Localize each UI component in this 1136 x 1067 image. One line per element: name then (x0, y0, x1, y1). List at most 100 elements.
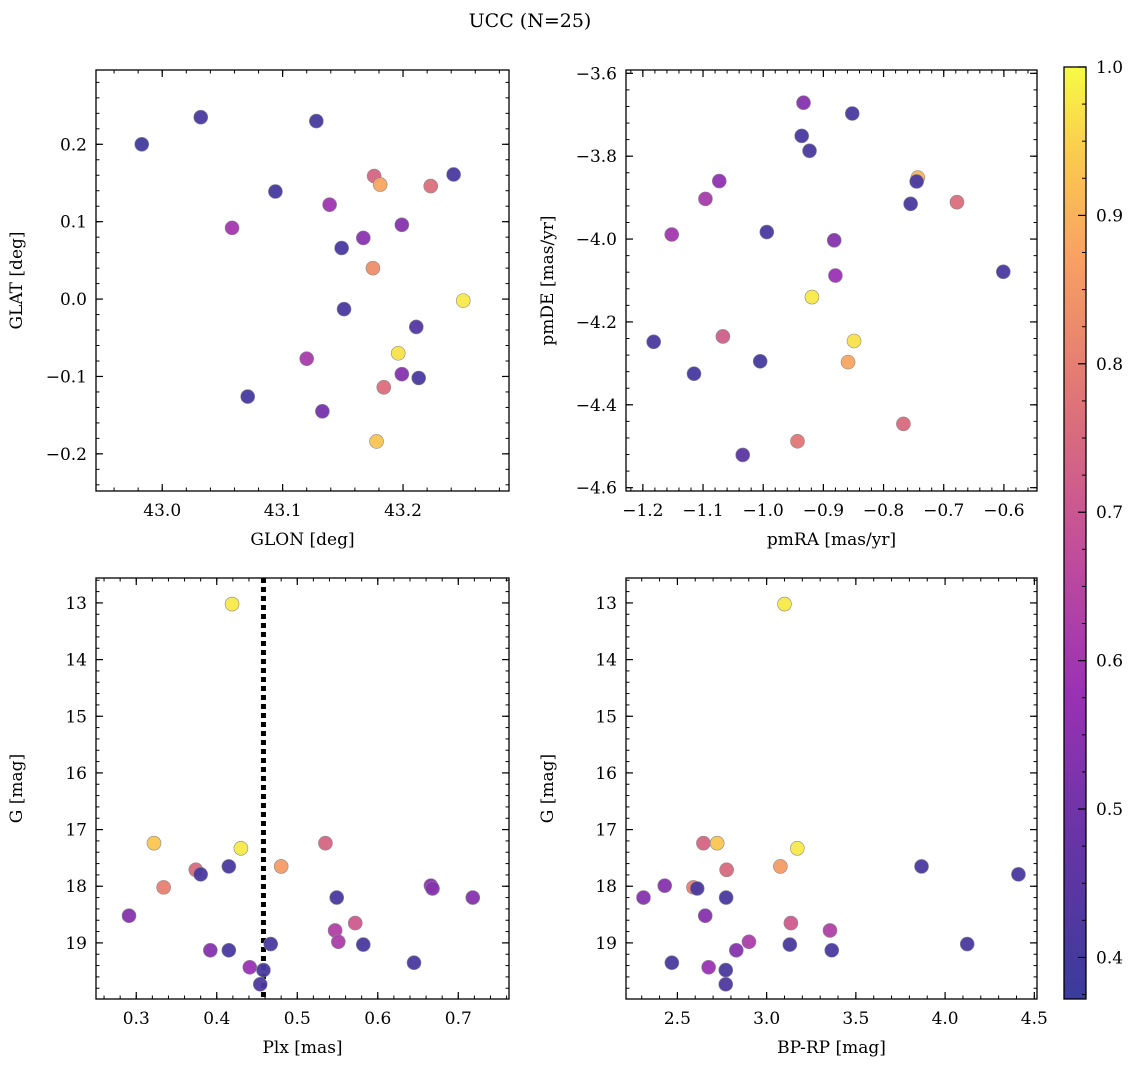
data-point (657, 878, 673, 893)
data-point (356, 230, 371, 246)
plot-frame (95, 69, 510, 492)
data-point (741, 934, 757, 950)
x-tick-label: −1.1 (682, 501, 723, 521)
data-point (406, 955, 422, 971)
y-tick-label: 0.0 (60, 290, 87, 310)
data-point (233, 840, 249, 856)
data-point (322, 197, 337, 212)
x-tick-label: 0.3 (123, 1009, 150, 1029)
y-axis-label: pmDE [mas/yr] (538, 215, 558, 345)
data-point (711, 173, 727, 189)
plot-frame (625, 69, 1038, 492)
y-tick-label: 14 (65, 651, 87, 671)
data-point (315, 403, 330, 419)
plot-frame (95, 577, 510, 1000)
data-point (411, 370, 426, 386)
y-tick-label: 17 (65, 821, 87, 841)
colorbar-tick-label: 1.0 (1096, 58, 1123, 78)
data-point (146, 835, 162, 851)
data-point (336, 301, 352, 317)
data-point (701, 959, 716, 975)
colorbar-gradient (1063, 66, 1087, 1000)
data-point (718, 890, 734, 905)
x-tick-label: 43.2 (384, 501, 422, 521)
data-point (263, 936, 278, 952)
data-point (718, 962, 734, 978)
x-tick-label: −0.7 (923, 501, 964, 521)
y-axis-label: G [mag] (7, 754, 27, 823)
data-point (686, 366, 702, 382)
data-point (824, 942, 840, 958)
data-point (156, 880, 171, 895)
data-point (949, 194, 965, 210)
y-tick-label: 19 (595, 934, 617, 954)
data-point (369, 434, 384, 449)
data-point (390, 345, 406, 361)
data-point (773, 859, 788, 874)
x-tick-label: −0.8 (863, 501, 904, 521)
data-point (698, 191, 713, 207)
panel-glon-glat: 43.0 43.1 43.2 −0.2 −0.1 0.0 0.1 0.2 GLON [deg] G… (7, 69, 510, 550)
data-point (826, 233, 842, 248)
y-tick-label: −0.2 (46, 445, 87, 465)
x-tick-label: 4.0 (932, 1009, 959, 1029)
data-point (822, 923, 838, 938)
x-tick-label: −1.0 (743, 501, 784, 521)
data-point (728, 942, 744, 958)
data-point (909, 174, 924, 189)
panel-pmra-pmde: −1.2 −1.1 −1.0 −0.9 −0.8 −0.7 −0.6 −4.6 −4.4 −4.2… (538, 64, 1038, 550)
x-tick-label: 3.5 (842, 1009, 869, 1029)
x-tick-label: 0.6 (364, 1009, 391, 1029)
data-point (846, 333, 862, 349)
data-point (802, 143, 817, 159)
x-tick-label: −0.9 (803, 501, 844, 521)
data-point (646, 334, 661, 350)
data-point (408, 319, 424, 335)
y-tick-label: −4.2 (576, 313, 617, 333)
x-tick-label: 43.0 (143, 501, 181, 521)
data-point (309, 113, 324, 129)
data-point (242, 959, 258, 975)
data-point (347, 915, 363, 931)
y-tick-label: 0.2 (60, 135, 87, 155)
data-point (752, 354, 768, 369)
data-point (735, 447, 751, 463)
y-axis-label: G [mag] (538, 754, 558, 823)
y-tick-label: −4.0 (576, 230, 617, 250)
y-tick-label: 17 (595, 821, 617, 841)
data-point (718, 976, 734, 992)
data-point (423, 178, 439, 194)
x-tick-label: 2.5 (664, 1009, 691, 1029)
x-tick-label: 0.4 (203, 1009, 230, 1029)
y-tick-label: −3.6 (576, 64, 617, 84)
data-point (256, 962, 271, 978)
y-tick-label: 16 (65, 764, 87, 784)
x-axis-label: pmRA [mas/yr] (767, 530, 896, 550)
colorbar-tick-label: 0.8 (1096, 355, 1123, 375)
data-point (425, 881, 440, 896)
x-axis-label: BP-RP [mag] (777, 1038, 886, 1058)
y-tick-label: 0.1 (60, 213, 87, 233)
panel-plx-g: 0.3 0.4 0.5 0.6 0.7 13 14 15 16 17 18 19 Plx [mas] G … (7, 577, 510, 1058)
x-tick-label: 3.0 (753, 1009, 780, 1029)
data-point (903, 196, 918, 212)
y-tick-label: 14 (595, 651, 617, 671)
y-tick-label: 18 (595, 877, 617, 897)
x-axis-label: GLON [deg] (250, 530, 354, 550)
data-point (796, 95, 811, 111)
data-point (134, 136, 150, 152)
data-point (664, 227, 680, 242)
data-point (329, 890, 345, 905)
data-point (777, 596, 792, 612)
plot-area (96, 70, 509, 491)
data-point (696, 835, 711, 851)
data-point (394, 217, 410, 233)
data-point (782, 937, 798, 952)
data-point (121, 908, 137, 924)
data-point (790, 840, 805, 856)
data-point (318, 835, 333, 851)
data-point (689, 881, 705, 896)
data-point (794, 128, 810, 144)
data-point (914, 859, 929, 874)
y-tick-label: −3.8 (576, 147, 617, 167)
